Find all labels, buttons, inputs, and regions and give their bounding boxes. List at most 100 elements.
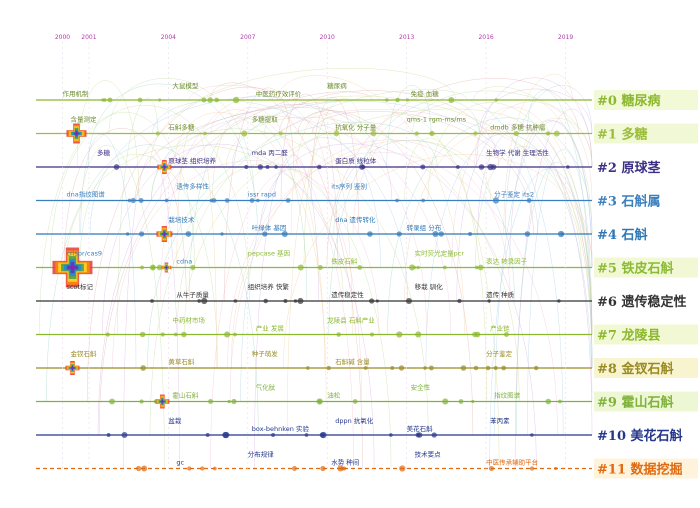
keyword-label: 实时荧光定量pcr (415, 249, 465, 258)
keyword-node (363, 366, 368, 370)
cluster-label-name: 石斛 (620, 227, 647, 243)
keyword-node (405, 98, 410, 102)
keyword-node (201, 97, 207, 103)
keyword-label: 铁皮石斛 (331, 257, 358, 266)
keyword-node (201, 297, 208, 305)
burst-ring-horizontal (163, 233, 166, 235)
keyword-node (285, 198, 291, 203)
citation-arc (514, 108, 593, 469)
keyword-node (326, 365, 331, 371)
keyword-label: 种子萌发 (252, 349, 278, 358)
keyword-node (399, 465, 406, 472)
cluster-label-name: 糖尿病 (621, 93, 660, 109)
keyword-node (317, 399, 322, 404)
cluster-label: #6 遗传稳定性 (597, 294, 686, 310)
keyword-node (503, 331, 509, 338)
keyword-node (205, 433, 210, 437)
cluster-label-bg (594, 358, 698, 378)
keyword-node (385, 98, 389, 102)
keyword-label: 表达 转录因子 (486, 257, 528, 266)
keyword-node (113, 164, 120, 170)
keyword-node (160, 332, 165, 337)
keyword-label: 产业链 (490, 324, 510, 333)
keyword-label: scot标记 (66, 282, 93, 291)
keyword-node (278, 131, 283, 136)
keyword-node (141, 465, 148, 472)
keyword-node (200, 466, 205, 471)
citation-arc (297, 110, 474, 436)
keyword-label: 水势 种间 (331, 458, 359, 467)
keyword-label: 中医传承辅助平台 (486, 458, 538, 467)
citation-arc (224, 87, 294, 302)
keyword-label: 糖尿病 (327, 81, 347, 90)
keyword-node (203, 131, 207, 136)
keyword-burst-node (161, 262, 172, 273)
citation-arc (509, 120, 593, 268)
keyword-label: 金钗石斛 (70, 349, 97, 358)
keyword-node (211, 198, 217, 203)
cluster-label-name: 美花石斛 (631, 428, 683, 444)
keyword-label: 组织培养 快繁 (248, 282, 290, 291)
cluster-labels: #0 糖尿病 #1 多糖 #2 原球茎 #3 石斛属 #4 石斛 #5 铁皮石斛 #6 遗传… (594, 90, 698, 479)
keyword-label: 从牛子质量 (176, 290, 209, 299)
keyword-node (494, 98, 499, 102)
keyword-node (416, 432, 423, 438)
citation-arc (259, 143, 537, 469)
keyword-node (249, 198, 255, 203)
keyword-node (263, 298, 268, 304)
keyword-node (185, 231, 192, 237)
keyword-node (415, 331, 422, 338)
cluster-label-bg (594, 257, 698, 278)
keyword-node (317, 265, 323, 270)
keyword-node (224, 198, 230, 203)
keyword-node (173, 332, 178, 337)
keyword-node (369, 332, 375, 337)
year-tick-label: 2007 (240, 34, 255, 41)
keyword-node (197, 299, 202, 303)
keyword-node (473, 365, 479, 371)
keyword-label: 石斛多糖 (168, 123, 195, 132)
citation-arc (473, 86, 593, 235)
keyword-node (208, 399, 214, 404)
cluster-label-bg (594, 90, 698, 110)
cluster-label: #11 数据挖掘 (597, 462, 683, 478)
keyword-node (214, 97, 220, 103)
burst-ring-horizontal (161, 401, 164, 402)
keyword-node (448, 97, 455, 103)
cluster-label: #1 多糖 (597, 127, 647, 143)
keyword-node (241, 130, 248, 137)
keyword-label: 霍山石斛 (172, 391, 199, 400)
cluster-label-name: 霍山石斛 (621, 395, 673, 411)
keyword-node (297, 297, 304, 305)
keyword-node (487, 299, 491, 303)
keyword-label: 盆栽 (168, 416, 182, 425)
year-tick-label: 2001 (81, 34, 96, 41)
citation-arc (123, 156, 180, 469)
cluster-label-bg (594, 157, 698, 177)
keyword-node (375, 299, 379, 303)
cluster-label-bg (594, 291, 698, 311)
keyword-node (488, 465, 495, 472)
keyword-node (293, 299, 298, 303)
cluster-label-name: 金钗石斛 (620, 361, 673, 377)
keyword-label: 含量测定 (70, 115, 97, 124)
cluster-label: #0 糖尿病 (597, 93, 660, 109)
keyword-node (558, 399, 562, 404)
citation-arc (277, 75, 465, 335)
keyword-node (137, 97, 143, 103)
keyword-label: 分子鉴定 its2 (494, 190, 534, 199)
keyword-node (438, 231, 444, 237)
keyword-node (274, 165, 278, 169)
keyword-node (155, 131, 160, 136)
keyword-node (305, 366, 310, 370)
keyword-node (164, 198, 169, 203)
keyword-node (390, 365, 395, 371)
keyword-label: 大鼠模型 (172, 81, 199, 90)
keyword-label: its序列 鉴别 (331, 182, 367, 191)
keyword-node (138, 197, 144, 204)
keyword-node (153, 399, 157, 404)
keyword-node (395, 97, 400, 103)
citation-arc (494, 120, 593, 436)
cluster-label-bg (594, 324, 698, 345)
